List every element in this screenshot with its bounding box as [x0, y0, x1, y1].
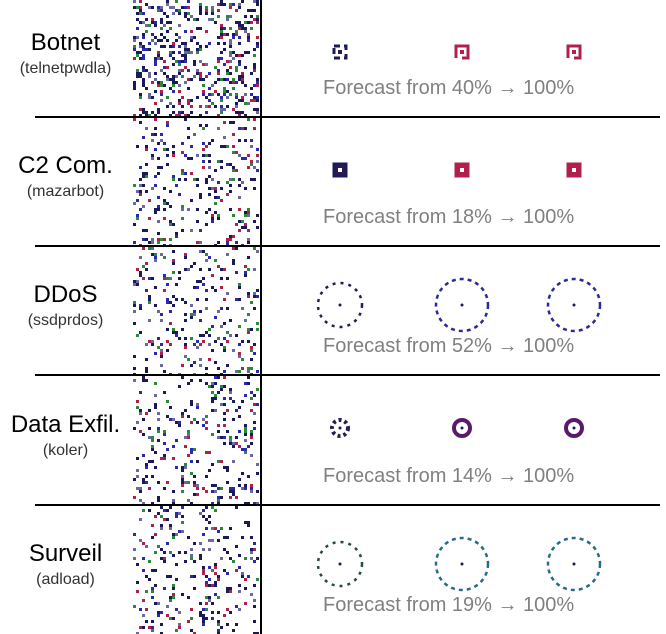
row-label: C2 Com. (mazarbot): [0, 152, 131, 202]
figure-row: Botnet (telnetpwdla) Forecast from 40% → 1…: [0, 0, 666, 117]
malware-family: (ssdprdos): [27, 312, 104, 329]
forecast-caption: Forecast from 40% → 100%: [323, 77, 575, 99]
figure-row: C2 Com. (mazarbot) Forecast from 18% → 100…: [0, 118, 666, 246]
row-label: Surveil (adload): [0, 540, 131, 590]
forecast-step-2: [434, 277, 490, 333]
forecast-step-2: [454, 44, 470, 60]
row-label: DDoS (ssdprdos): [0, 281, 131, 331]
attack-type: Botnet: [30, 28, 101, 56]
forecast-step-2: [454, 162, 470, 178]
forecast-step-1: [332, 44, 348, 60]
forecast-caption: Forecast from 14% → 100%: [323, 465, 575, 487]
row-label: Data Exfil. (koler): [0, 411, 131, 461]
row-divider: [35, 504, 660, 506]
row-label: Botnet (telnetpwdla): [0, 29, 131, 79]
input-traffic-image: [133, 0, 259, 117]
forecast-step-1: [332, 162, 348, 178]
malware-family: (koler): [42, 441, 89, 459]
forecast-step-3: [566, 44, 582, 60]
forecast-step-3: [564, 418, 584, 438]
row-divider: [35, 245, 660, 247]
forecast-step-1: [330, 418, 350, 438]
input-traffic-image: [133, 506, 259, 634]
forecast-step-1: [316, 540, 364, 588]
figure-row: Surveil (adload) Forecast from 19% → 100%: [0, 506, 666, 634]
forecast-step-2: [434, 536, 490, 592]
forecast-caption: Forecast from 19% → 100%: [323, 594, 575, 616]
attack-type: DDoS: [33, 281, 98, 308]
malware-family: (mazarbot): [26, 183, 105, 200]
attack-type: C2 Com.: [18, 152, 113, 179]
figure-row: DDoS (ssdprdos) Forecast from 52% → 100%: [0, 247, 666, 375]
forecast-caption: Forecast from 52% → 100%: [323, 335, 575, 357]
attack-type: Data Exfil.: [10, 410, 121, 438]
attack-type: Surveil: [28, 540, 103, 567]
forecast-step-3: [546, 536, 602, 592]
malware-family: (telnetpwdla): [19, 59, 112, 77]
malware-family: (adload): [36, 571, 95, 588]
input-traffic-image: [133, 118, 259, 246]
forecast-step-2: [452, 418, 472, 438]
figure-row: Data Exfil. (koler) Forecast from 14% → 10…: [0, 376, 666, 505]
forecast-step-3: [566, 162, 582, 178]
forecast-caption: Forecast from 18% → 100%: [323, 206, 575, 228]
forecast-step-3: [546, 277, 602, 333]
column-divider: [260, 0, 262, 634]
row-divider: [35, 116, 660, 118]
forecast-step-1: [316, 281, 364, 329]
row-divider: [35, 374, 660, 376]
input-traffic-image: [133, 247, 259, 375]
input-traffic-image: [133, 376, 259, 505]
